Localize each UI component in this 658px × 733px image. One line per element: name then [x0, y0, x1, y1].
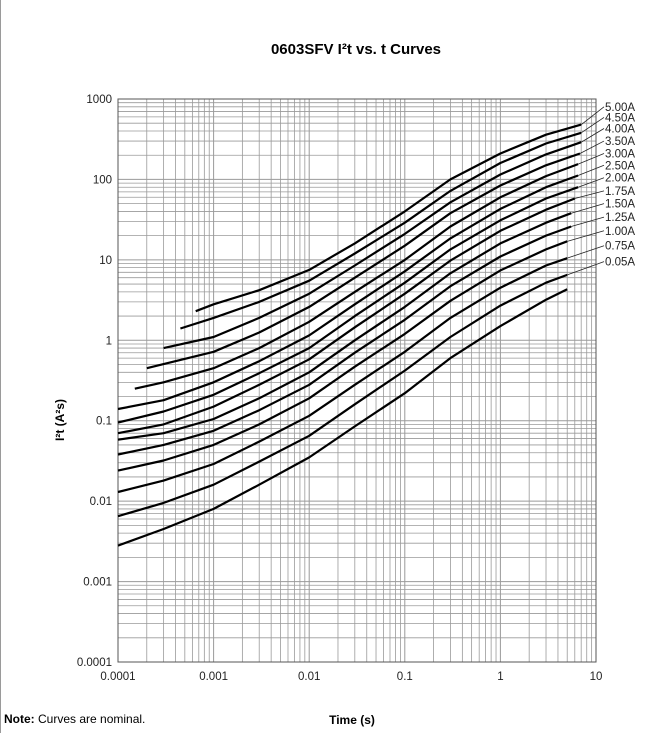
curve-label-leader — [574, 190, 605, 199]
curve-0-75a — [117, 257, 568, 494]
curve-label: 3.00A — [605, 149, 635, 161]
curve-1-50a — [117, 212, 572, 441]
y-tick-label: 10 — [99, 255, 112, 267]
y-tick-label: 0.1 — [96, 416, 112, 428]
chart-grid — [117, 99, 596, 663]
y-tick-label: 0.0001 — [77, 657, 112, 669]
curve-label: 2.00A — [605, 173, 635, 185]
curve-label: 1.75A — [605, 186, 635, 198]
curve-label: 3.50A — [605, 136, 635, 148]
curve-label: 4.00A — [605, 123, 635, 135]
curve-2-50a — [117, 174, 579, 411]
x-tick-label: 10 — [590, 671, 603, 683]
x-axis-label: Time (s) — [329, 713, 375, 727]
chart-title: 0603SFV I²t vs. t Curves — [271, 41, 441, 58]
curve-label-leader — [571, 216, 605, 227]
curve-3-00a — [134, 163, 579, 390]
curve-label: 1.50A — [605, 199, 635, 211]
footnote: Note: Curves are nominal. — [4, 712, 145, 726]
x-tick-labels: 0.0001 0.001 0.01 0.1 1 10 — [100, 671, 602, 683]
curve-0-05a — [117, 273, 568, 518]
curve-label-leader — [580, 128, 605, 143]
curve-label-leader — [567, 230, 605, 242]
plot-frame — [117, 98, 597, 663]
x-tick-label: 0.1 — [397, 671, 413, 683]
x-tick-label: 0.001 — [199, 671, 228, 683]
y-axis-label: I²t (A²s) — [53, 399, 67, 441]
x-tick-label: 0.0001 — [100, 671, 135, 683]
curve-label: 5.00A — [605, 102, 635, 114]
curve-4-00a — [163, 141, 582, 350]
x-tick-label: 0.01 — [298, 671, 320, 683]
curve-label-leader — [577, 164, 605, 176]
note-label: Note: — [4, 712, 35, 726]
curve-label-leader — [567, 245, 605, 259]
curve-label: 0.75A — [605, 241, 635, 253]
curve-5-00a — [195, 123, 582, 313]
curve-4-50a — [180, 131, 582, 330]
y-tick-label: 1 — [106, 335, 112, 347]
y-tick-label: 1000 — [86, 94, 112, 106]
curve-3-50a — [146, 152, 581, 370]
curves — [117, 123, 582, 547]
y-tick-label: 0.01 — [90, 496, 112, 508]
curve-label-leader — [577, 153, 605, 165]
curve-label-leader — [579, 140, 605, 154]
curve-label-leader — [567, 261, 605, 276]
curve-label-leader — [577, 177, 605, 188]
curve-1-25a — [117, 225, 572, 456]
y-tick-labels: 0.0001 0.001 0.01 0.1 1 10 100 1000 — [77, 94, 112, 669]
y-tick-label: 100 — [93, 174, 112, 186]
curve-1-75a — [117, 197, 576, 435]
curve-label: 1.25A — [605, 212, 635, 224]
curve-lowest — [117, 288, 568, 547]
curve-1-00a — [117, 240, 568, 472]
curve-label: 1.00A — [605, 226, 635, 238]
curve-label-leader — [580, 117, 605, 134]
curve-label: 2.50A — [605, 160, 635, 172]
curve-2-00a — [117, 186, 579, 424]
curve-label-leaders — [567, 106, 605, 276]
curve-labels: 5.00A4.50A4.00A3.50A3.00A2.50A2.00A1.75A… — [605, 102, 635, 269]
y-tick-label: 0.001 — [83, 577, 112, 589]
page-left-border — [0, 0, 1, 733]
curve-label: 0.05A — [605, 257, 635, 269]
x-tick-label: 1 — [497, 671, 503, 683]
note-text: Curves are nominal. — [34, 712, 146, 726]
curve-label-leader — [571, 203, 605, 214]
curve-label: 4.50A — [605, 112, 635, 124]
curve-label-leader — [580, 106, 605, 125]
